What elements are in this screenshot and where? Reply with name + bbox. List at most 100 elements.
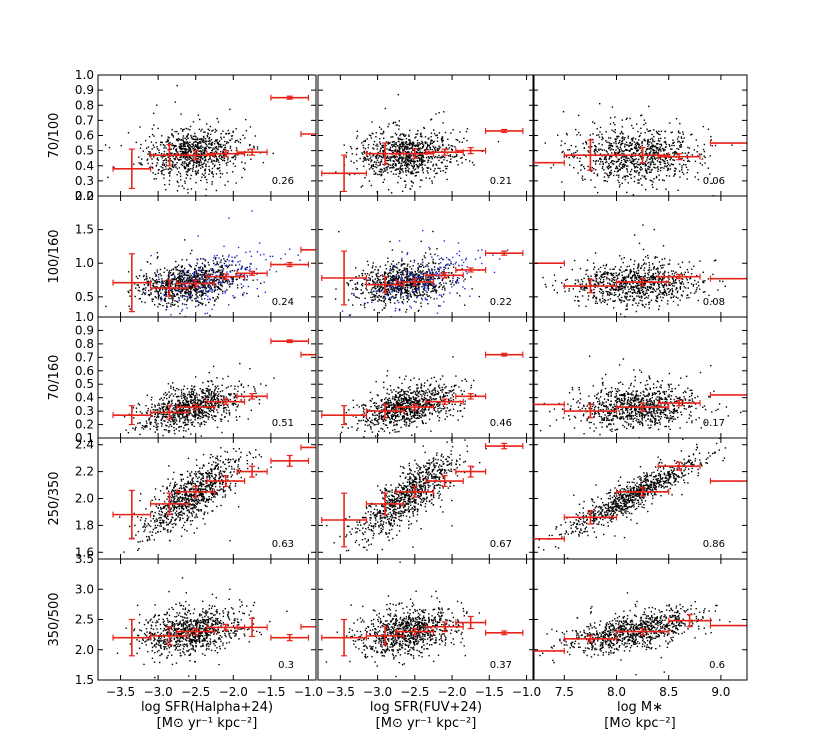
- data-point: [653, 129, 655, 131]
- data-point: [657, 166, 659, 168]
- data-point: [380, 281, 382, 283]
- data-point: [416, 142, 419, 144]
- data-point: [610, 169, 612, 172]
- data-point: [190, 288, 192, 290]
- data-point: [188, 293, 191, 296]
- data-point: [564, 142, 566, 145]
- data-point: [227, 274, 229, 276]
- data-point: [364, 306, 366, 309]
- data-point: [220, 143, 222, 146]
- data-point: [362, 153, 364, 155]
- data-point: [376, 280, 379, 282]
- panel-70-100-col2: 0.21: [317, 74, 535, 197]
- data-point: [709, 155, 711, 157]
- data-point: [197, 147, 200, 150]
- data-point: [424, 160, 426, 162]
- data-point: [618, 141, 621, 143]
- data-point: [389, 272, 391, 274]
- data-point: [372, 133, 374, 135]
- data-point: [623, 150, 625, 152]
- data-point: [156, 271, 159, 273]
- data-point: [185, 274, 188, 276]
- data-point: [204, 276, 207, 279]
- data-point: [442, 143, 444, 146]
- data-point: [212, 148, 214, 151]
- data-point: [417, 268, 419, 270]
- data-point: [406, 272, 408, 275]
- data-point: [377, 286, 379, 288]
- data-point: [656, 157, 658, 159]
- data-point: [403, 180, 406, 182]
- data-point: [180, 295, 182, 297]
- data-point: [162, 304, 164, 307]
- data-point: [356, 168, 358, 170]
- data-point: [189, 145, 192, 147]
- data-point: [159, 273, 161, 275]
- data-point: [604, 172, 606, 174]
- data-point: [410, 147, 412, 150]
- data-point: [211, 172, 213, 174]
- data-point: [390, 263, 393, 265]
- data-point: [216, 261, 218, 263]
- data-point: [383, 307, 385, 309]
- data-point: [714, 144, 717, 147]
- data-point: [633, 160, 635, 163]
- data-point: [643, 139, 645, 141]
- data-point: [140, 269, 142, 271]
- data-point: [244, 137, 246, 139]
- data-point: [366, 289, 368, 291]
- data-point: [681, 165, 683, 167]
- data-point: [376, 154, 379, 156]
- data-point: [173, 153, 175, 155]
- data-point: [157, 127, 159, 130]
- data-point: [634, 144, 637, 146]
- data-point: [440, 156, 443, 158]
- data-point: [217, 293, 220, 296]
- data-point: [198, 266, 200, 269]
- data-point: [600, 158, 602, 161]
- data-point: [250, 158, 252, 160]
- data-point: [672, 152, 674, 154]
- data-point: [179, 172, 182, 175]
- data-point: [700, 153, 703, 155]
- data-point: [218, 279, 220, 281]
- data-point: [168, 297, 170, 299]
- data-point: [156, 148, 159, 150]
- data-point: [450, 272, 453, 274]
- data-point: [443, 293, 445, 296]
- data-point: [185, 303, 188, 306]
- data-point: [386, 293, 389, 295]
- data-point: [623, 165, 625, 167]
- data-point: [608, 163, 610, 165]
- data-point: [408, 155, 410, 157]
- data-point: [432, 271, 434, 274]
- data-point: [156, 162, 159, 164]
- data-point: [156, 146, 158, 148]
- data-point: [396, 149, 398, 152]
- data-point: [666, 152, 668, 155]
- data-point: [398, 120, 400, 122]
- data-point: [169, 171, 171, 173]
- data-point: [643, 119, 645, 121]
- data-point: [623, 163, 625, 165]
- data-point: [220, 136, 222, 138]
- data-point: [402, 149, 404, 152]
- data-point: [163, 271, 165, 273]
- data-point: [395, 159, 398, 162]
- data-point: [183, 187, 185, 190]
- data-point: [413, 155, 415, 157]
- data-point: [403, 267, 406, 269]
- data-point: [401, 288, 403, 290]
- data-point: [412, 149, 415, 151]
- data-point: [172, 273, 174, 275]
- data-point: [577, 172, 579, 174]
- data-point: [179, 145, 181, 147]
- data-point: [379, 141, 381, 143]
- data-point: [200, 274, 203, 276]
- data-point: [600, 148, 602, 150]
- data-point: [421, 153, 423, 156]
- data-point: [374, 166, 376, 168]
- data-point: [225, 149, 227, 151]
- data-point: [209, 290, 211, 292]
- data-point: [411, 147, 413, 149]
